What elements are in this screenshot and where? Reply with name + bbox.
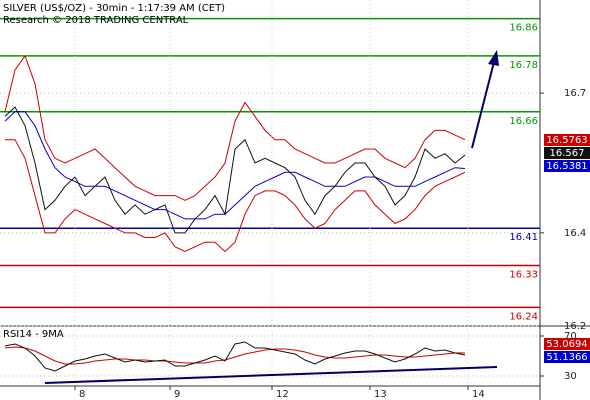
last-value-label: 16.5381 — [546, 161, 587, 172]
series-line — [4, 54, 466, 201]
last-value-label: 53.0694 — [546, 339, 587, 350]
y-tick-label: 16.2 — [564, 321, 586, 332]
last-value-box — [544, 351, 590, 363]
level-label: 16.33 — [509, 269, 538, 280]
level-label: 16.86 — [509, 23, 538, 34]
last-value-box — [544, 160, 590, 172]
y-tick-label: 16.7 — [564, 88, 586, 99]
level-label: 16.24 — [509, 311, 538, 322]
forecast-arrow — [471, 61, 495, 149]
series-line — [4, 106, 466, 234]
y-tick-label: 30 — [564, 371, 577, 382]
x-tick-label: 14 — [472, 389, 485, 400]
forecast-arrow-head — [488, 50, 499, 66]
rsi-title: RSI14 - 9MA — [3, 329, 64, 340]
series-line — [4, 341, 466, 372]
x-tick-label: 9 — [174, 389, 180, 400]
y-tick-label: 70 — [564, 331, 577, 342]
chart-title: SILVER (US$/OZ) - 30min - 1:17:39 AM (CE… — [3, 3, 225, 14]
level-label: 16.41 — [509, 232, 538, 243]
x-tick-label: 12 — [276, 389, 289, 400]
x-tick-label: 8 — [79, 389, 85, 400]
last-value-box — [544, 134, 590, 146]
series-line — [5, 139, 466, 253]
last-value-box — [544, 147, 590, 159]
level-label: 16.78 — [509, 60, 538, 71]
rsi-trendline — [44, 366, 498, 384]
last-value-label: 16.5763 — [546, 135, 587, 146]
x-tick-label: 13 — [374, 389, 387, 400]
chart-subtitle: Research © 2018 TRADING CENTRAL — [3, 15, 189, 26]
series-line — [4, 111, 466, 220]
series-line — [4, 346, 466, 365]
last-value-label: 16.567 — [550, 148, 585, 159]
level-label: 16.66 — [509, 116, 538, 127]
last-value-label: 51.1366 — [546, 352, 587, 363]
last-value-box — [544, 338, 590, 350]
y-tick-label: 16.4 — [564, 228, 586, 239]
